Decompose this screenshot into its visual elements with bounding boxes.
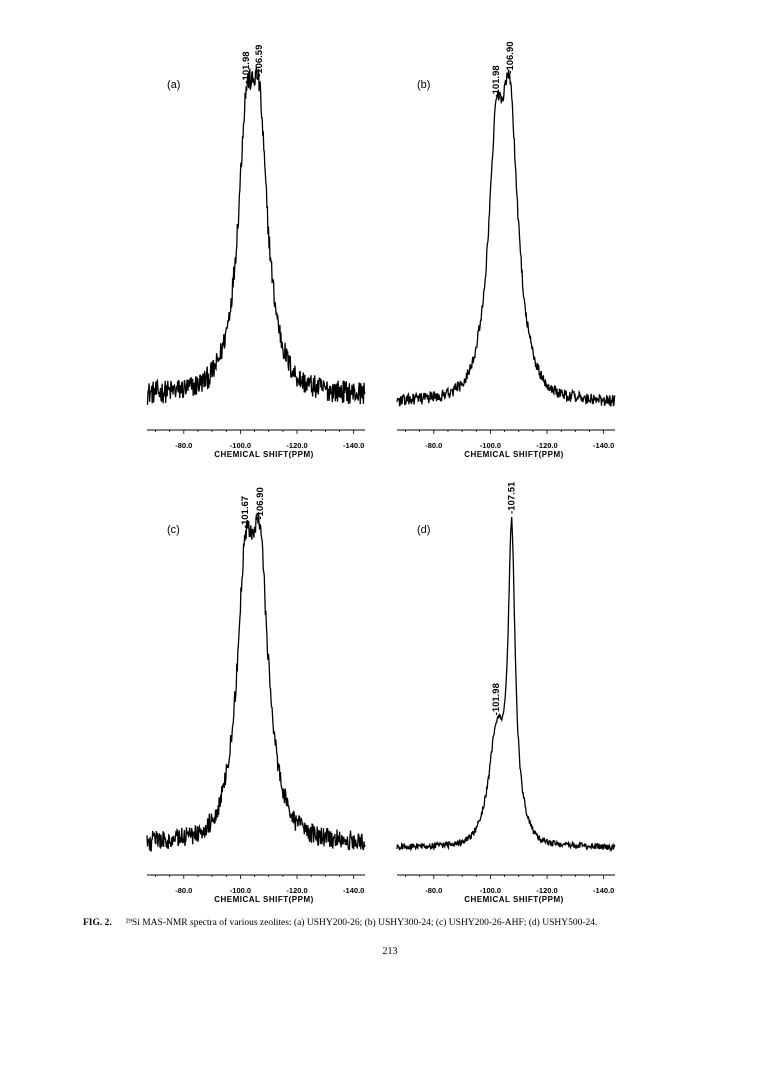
peak-label: -101.98 <box>491 65 502 97</box>
x-axis-label: CHEMICAL SHIFT(PPM) <box>214 450 314 459</box>
panel-label: (b) <box>417 79 430 91</box>
x-axis-label: CHEMICAL SHIFT(PPM) <box>464 895 564 904</box>
x-tick-label: -140.0 <box>593 886 614 895</box>
x-tick-label: -140.0 <box>593 441 614 450</box>
panel-label: (c) <box>167 524 180 536</box>
x-tick-label: -100.0 <box>480 441 501 450</box>
x-tick-label: -80.0 <box>175 441 192 450</box>
x-tick-label: -100.0 <box>480 886 501 895</box>
panel-label: (a) <box>167 79 180 91</box>
spectrum-panel-c: (c) -101.67 -106.90 -80.0 -100.0 -120.0 -140.0… <box>145 475 385 904</box>
x-tick-label: -140.0 <box>343 441 364 450</box>
x-tick-label: -80.0 <box>425 886 442 895</box>
x-tick-label: -120.0 <box>536 886 557 895</box>
peak-label: -106.90 <box>255 487 266 519</box>
x-tick-label: -120.0 <box>286 441 307 450</box>
figure-caption: FIG. 2. ²⁹Si MAS-NMR spectra of various z… <box>83 918 723 928</box>
spectrum-line <box>396 69 616 407</box>
spectrum-panel-a: (a) -101.98 -106.59 -80.0 -100.0 -120.0 -140.0… <box>145 30 385 459</box>
x-axis-label: CHEMICAL SHIFT(PPM) <box>464 450 564 459</box>
peak-label: -106.90 <box>505 41 516 73</box>
peak-label: -101.98 <box>241 51 252 83</box>
x-tick-label: -100.0 <box>230 441 251 450</box>
x-tick-label: -120.0 <box>286 886 307 895</box>
figure-label: FIG. 2. <box>83 918 112 928</box>
x-tick-label: -140.0 <box>343 886 364 895</box>
x-tick-label: -120.0 <box>536 441 557 450</box>
spectrum-line <box>146 66 366 405</box>
page-number: 213 <box>382 946 398 957</box>
spectrum-panel-b: (b) -101.98 -106.90 -80.0 -100.0 -120.0 -140.0… <box>395 30 635 459</box>
x-axis-label: CHEMICAL SHIFT(PPM) <box>214 895 314 904</box>
x-tick-label: -80.0 <box>175 886 192 895</box>
peak-label: -107.51 <box>507 481 518 514</box>
x-tick-label: -80.0 <box>425 441 442 450</box>
x-tick-label: -100.0 <box>230 886 251 895</box>
peak-label: -101.98 <box>491 683 502 715</box>
spectrum-line <box>146 512 366 852</box>
peak-label: -106.59 <box>254 45 265 77</box>
spectrum-panel-d: (d) -101.98 -107.51 -80.0 -100.0 -120.0 -140.0… <box>395 475 635 904</box>
panel-label: (d) <box>417 524 430 536</box>
spectrum-line <box>396 516 616 853</box>
peak-label: -101.67 <box>240 496 251 528</box>
figure-caption-text: ²⁹Si MAS-NMR spectra of various zeolites… <box>125 918 598 928</box>
